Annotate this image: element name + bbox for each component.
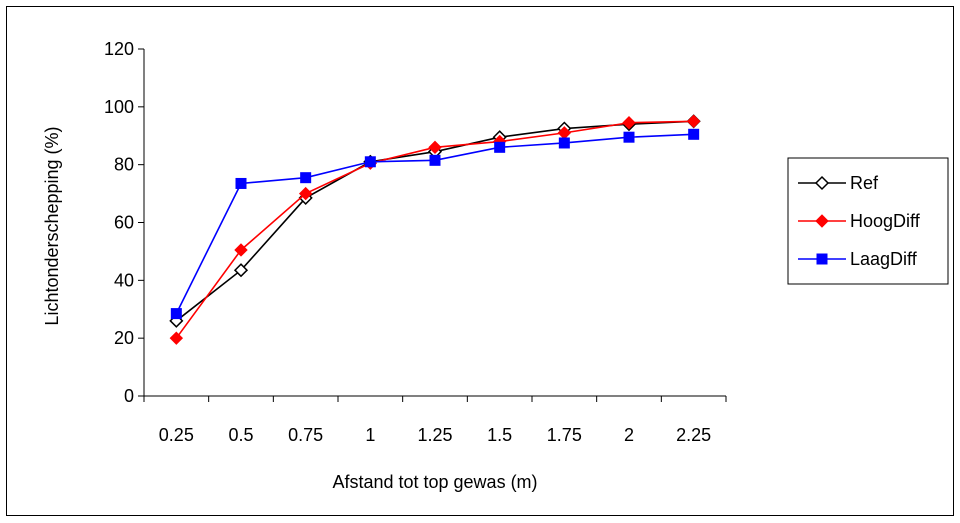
- x-tick-label: 1.75: [547, 425, 582, 445]
- y-tick-label: 100: [104, 97, 134, 117]
- data-point-laagdiff: [364, 156, 376, 168]
- y-tick-label: 0: [124, 386, 134, 406]
- x-tick-label: 2: [624, 425, 634, 445]
- x-axis-ticks: 0.25 0.5 0.75 1 1.25 1.5 1.75 2 2.25: [143, 396, 727, 445]
- series-laagdiff: [170, 128, 700, 320]
- y-tick-label: 120: [104, 39, 134, 59]
- plot-area: [143, 49, 726, 397]
- y-tick-label: 60: [114, 213, 134, 233]
- x-axis-title: Afstand tot top gewas (m): [332, 472, 537, 492]
- x-tick-label: 2.25: [676, 425, 711, 445]
- data-point-laagdiff: [558, 137, 570, 149]
- y-tick-label: 20: [114, 328, 134, 348]
- series-hoogdiff: [169, 114, 701, 345]
- legend-marker: [814, 175, 830, 191]
- y-axis-ticks: 0 20 40 60 80 100 120: [104, 39, 144, 406]
- data-point-hoogdiff: [298, 186, 313, 201]
- data-point-laagdiff: [235, 177, 247, 189]
- x-tick-label: 0.5: [228, 425, 253, 445]
- x-tick-label: 1: [365, 425, 375, 445]
- legend-marker: [815, 214, 829, 228]
- data-point-laagdiff: [170, 308, 182, 320]
- data-point-hoogdiff: [234, 243, 248, 257]
- data-point-laagdiff: [623, 131, 635, 143]
- legend: Ref HoogDiff LaagDiff: [787, 157, 949, 285]
- legend-item-ref: Ref: [798, 173, 879, 193]
- data-point-laagdiff: [300, 172, 312, 184]
- data-point-laagdiff: [688, 128, 700, 140]
- legend-item-hoogdiff: HoogDiff: [798, 211, 921, 231]
- x-tick-label: 0.25: [159, 425, 194, 445]
- legend-label: LaagDiff: [850, 249, 918, 269]
- data-point-laagdiff: [429, 154, 441, 166]
- legend-label: HoogDiff: [850, 211, 921, 231]
- data-point-laagdiff: [494, 141, 506, 153]
- data-point-hoogdiff: [169, 331, 184, 345]
- legend-label: Ref: [850, 173, 879, 193]
- data-point-ref: [233, 263, 249, 278]
- data-point-hoogdiff: [686, 114, 701, 128]
- x-tick-label: 0.75: [288, 425, 323, 445]
- y-tick-label: 40: [114, 270, 134, 290]
- y-tick-label: 80: [114, 155, 134, 175]
- y-axis-title: Lichtonderschepping (%): [42, 126, 62, 325]
- legend-marker: [816, 253, 828, 265]
- data-point-hoogdiff: [428, 140, 442, 155]
- x-tick-label: 1.25: [417, 425, 452, 445]
- legend-item-laagdiff: LaagDiff: [798, 249, 918, 269]
- data-point-hoogdiff: [622, 116, 636, 130]
- x-tick-label: 1.5: [487, 425, 512, 445]
